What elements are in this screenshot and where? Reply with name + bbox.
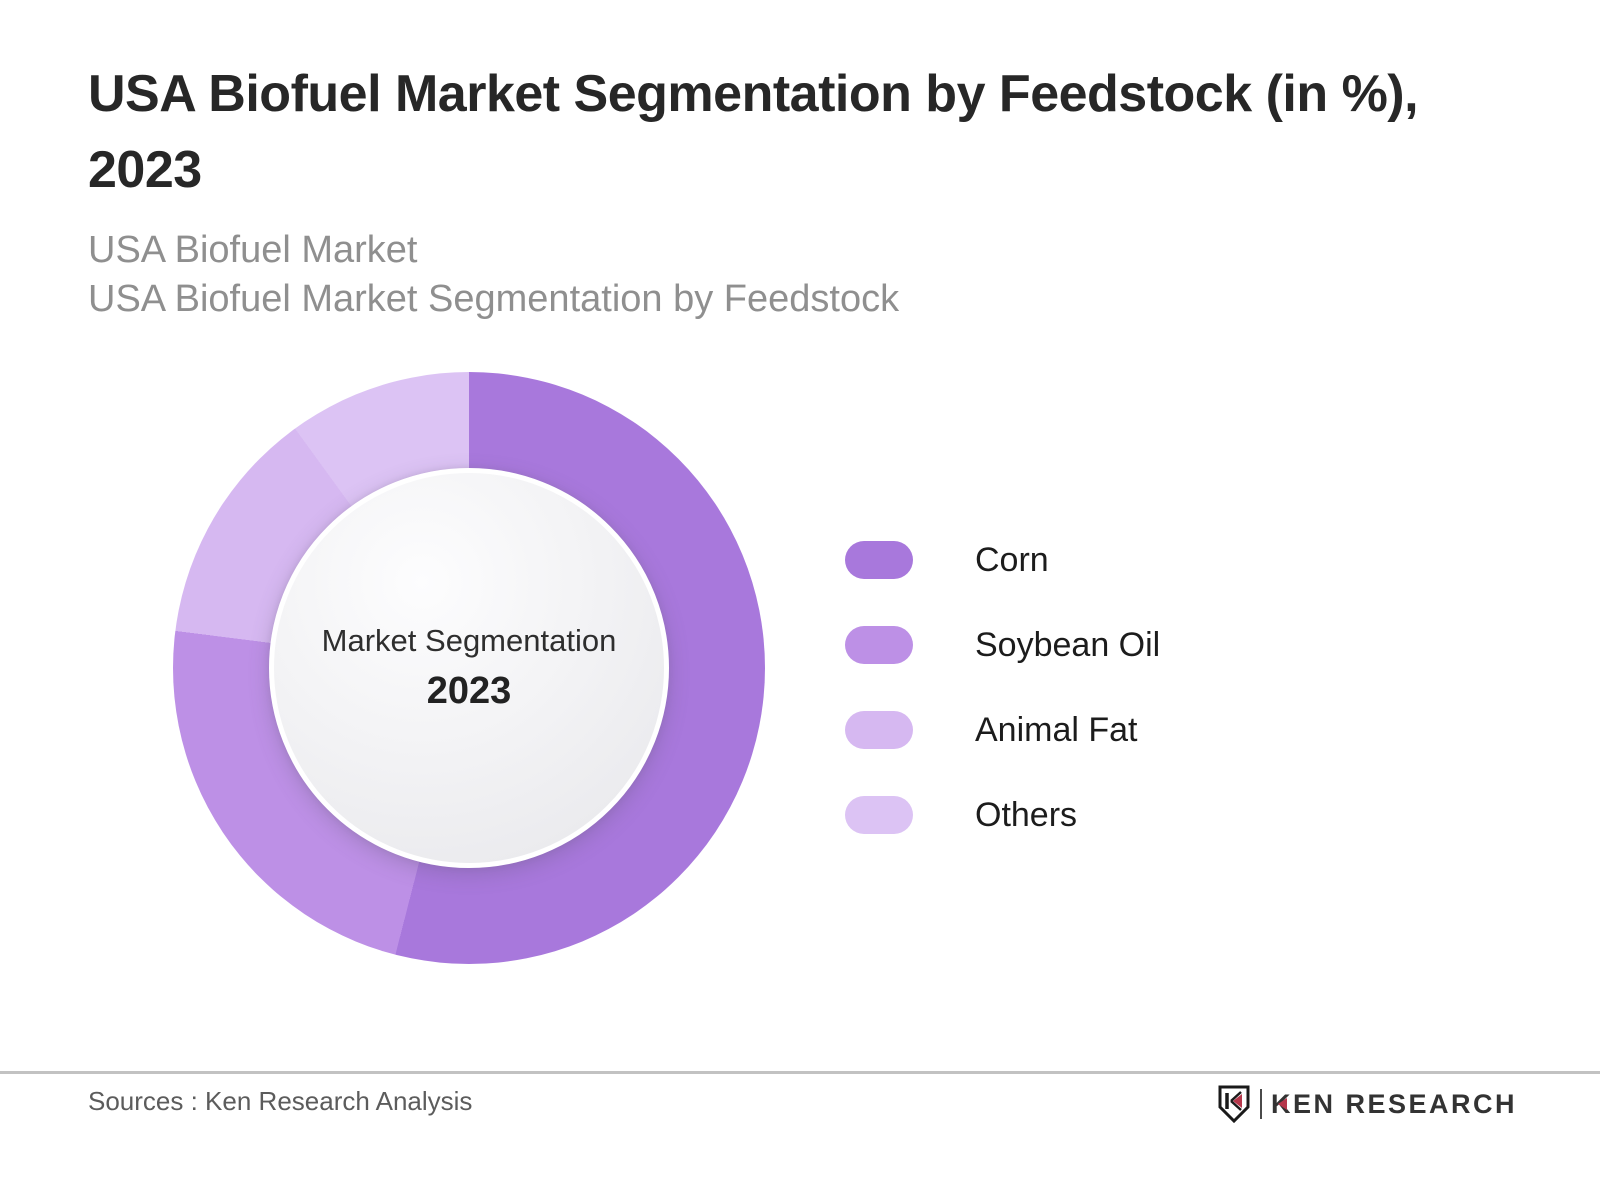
legend-label-others: Others <box>975 795 1078 834</box>
logo-wordmark: KEN RESEARCH <box>1271 1089 1517 1120</box>
page-title-line2: 2023 <box>88 141 202 199</box>
page-subtitle-line1: USA Biofuel Market <box>88 229 418 271</box>
sources-note: Sources : Ken Research Analysis <box>88 1086 473 1116</box>
legend-swatch-corn <box>845 541 913 579</box>
donut-center-year: 2023 <box>426 670 512 712</box>
donut-center-label: Market Segmentation <box>321 623 617 658</box>
page-subtitle: USA Biofuel Market USA Biofuel Market Se… <box>88 226 899 324</box>
legend-item-soybean-oil: Soybean Oil <box>845 626 1160 664</box>
donut-center-circle: Market Segmentation 2023 <box>269 468 669 868</box>
logo-pipe-separator <box>1259 1089 1262 1119</box>
logo-wordmark-text: KEN RESEARCH <box>1270 1088 1517 1119</box>
legend-item-corn: Corn <box>845 541 1160 579</box>
legend-swatch-animal-fat <box>845 711 913 749</box>
footer-divider <box>0 1071 1600 1074</box>
legend-swatch-others <box>845 796 913 834</box>
logo-k-red-triangle <box>1277 1097 1287 1110</box>
legend-label-corn: Corn <box>975 540 1049 579</box>
page-title-line1: USA Biofuel Market Segmentation by Feeds… <box>88 65 1419 123</box>
page-subtitle-line2: USA Biofuel Market Segmentation by Feeds… <box>88 278 900 320</box>
legend-label-soybean-oil: Soybean Oil <box>975 625 1161 664</box>
legend-item-others: Others <box>845 796 1160 834</box>
ken-research-logo: KEN RESEARCH <box>1217 1084 1517 1124</box>
page-title: USA Biofuel Market Segmentation by Feeds… <box>88 56 1548 208</box>
legend-item-animal-fat: Animal Fat <box>845 711 1160 749</box>
chart-legend: Corn Soybean Oil Animal Fat Others <box>845 541 1160 834</box>
legend-swatch-soybean-oil <box>845 626 913 664</box>
ken-shield-icon <box>1218 1085 1250 1123</box>
legend-label-animal-fat: Animal Fat <box>975 710 1138 749</box>
